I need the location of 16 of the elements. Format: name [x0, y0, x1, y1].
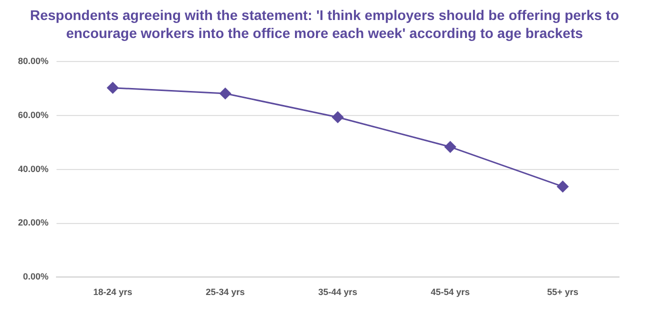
point — [444, 141, 456, 153]
y-tick-label: 0.00% — [22, 272, 49, 282]
y-tick-label: 20.00% — [18, 218, 49, 228]
x-tick-label: 18-24 yrs — [93, 287, 132, 298]
x-tick-label: 35-44 yrs — [318, 287, 358, 298]
point — [557, 180, 569, 192]
y-tick-label: 60.00% — [18, 110, 49, 120]
y-tick-label: 80.00% — [18, 56, 49, 66]
point — [332, 111, 344, 123]
x-tick-label: 25-34 yrs — [206, 287, 245, 298]
chart-title: Respondents agreeing with the statement: 'I think employers should be offering perks to encourage workers into the office more each week' according to age brackets — [28, 6, 620, 42]
x-tick-label: 55+ yrs — [547, 287, 578, 298]
point — [107, 82, 119, 94]
y-tick-label: 40.00% — [18, 164, 49, 174]
x-tick-label: 45-54 yrs — [430, 287, 470, 298]
point — [220, 88, 232, 100]
